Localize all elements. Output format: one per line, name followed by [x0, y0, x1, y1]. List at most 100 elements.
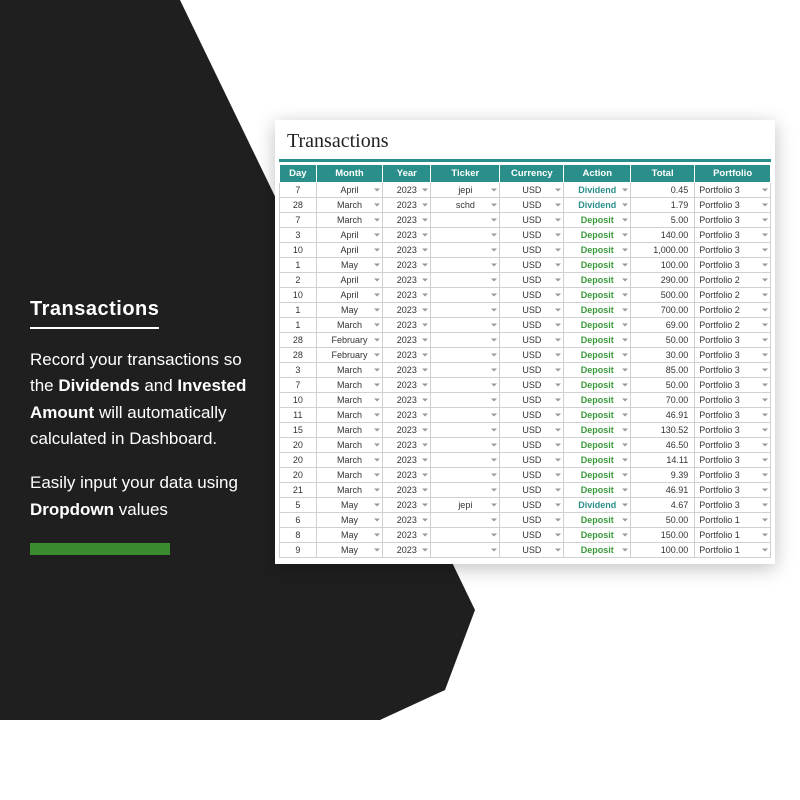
- cell-portfolio-dropdown[interactable]: Portfolio 3: [695, 483, 771, 498]
- cell-total[interactable]: 290.00: [631, 273, 695, 288]
- cell-month-dropdown[interactable]: March: [316, 363, 383, 378]
- cell-total[interactable]: 50.00: [631, 378, 695, 393]
- cell-ticker-dropdown[interactable]: [431, 348, 500, 363]
- cell-portfolio-dropdown[interactable]: Portfolio 3: [695, 228, 771, 243]
- cell-action-dropdown[interactable]: Deposit: [564, 258, 631, 273]
- cell-total[interactable]: 50.00: [631, 333, 695, 348]
- cell-ticker-dropdown[interactable]: [431, 483, 500, 498]
- cell-action-dropdown[interactable]: Deposit: [564, 318, 631, 333]
- cell-month-dropdown[interactable]: February: [316, 333, 383, 348]
- cell-day[interactable]: 10: [280, 243, 317, 258]
- cell-day[interactable]: 20: [280, 438, 317, 453]
- cell-currency-dropdown[interactable]: USD: [500, 543, 564, 558]
- cell-currency-dropdown[interactable]: USD: [500, 198, 564, 213]
- cell-ticker-dropdown[interactable]: schd: [431, 198, 500, 213]
- cell-ticker-dropdown[interactable]: [431, 468, 500, 483]
- cell-portfolio-dropdown[interactable]: Portfolio 3: [695, 408, 771, 423]
- cell-portfolio-dropdown[interactable]: Portfolio 3: [695, 438, 771, 453]
- cell-portfolio-dropdown[interactable]: Portfolio 3: [695, 213, 771, 228]
- col-month[interactable]: Month: [316, 165, 383, 183]
- cell-total[interactable]: 100.00: [631, 543, 695, 558]
- cell-portfolio-dropdown[interactable]: Portfolio 3: [695, 468, 771, 483]
- cell-total[interactable]: 140.00: [631, 228, 695, 243]
- cell-day[interactable]: 7: [280, 183, 317, 198]
- cell-year-dropdown[interactable]: 2023: [383, 423, 431, 438]
- cell-month-dropdown[interactable]: March: [316, 213, 383, 228]
- cell-total[interactable]: 9.39: [631, 468, 695, 483]
- cell-action-dropdown[interactable]: Deposit: [564, 303, 631, 318]
- cell-ticker-dropdown[interactable]: [431, 528, 500, 543]
- col-action[interactable]: Action: [564, 165, 631, 183]
- cell-action-dropdown[interactable]: Deposit: [564, 348, 631, 363]
- cell-portfolio-dropdown[interactable]: Portfolio 3: [695, 198, 771, 213]
- cell-month-dropdown[interactable]: April: [316, 273, 383, 288]
- cell-month-dropdown[interactable]: May: [316, 258, 383, 273]
- cell-portfolio-dropdown[interactable]: Portfolio 3: [695, 333, 771, 348]
- cell-action-dropdown[interactable]: Deposit: [564, 408, 631, 423]
- cell-currency-dropdown[interactable]: USD: [500, 513, 564, 528]
- cell-ticker-dropdown[interactable]: [431, 438, 500, 453]
- cell-year-dropdown[interactable]: 2023: [383, 288, 431, 303]
- cell-day[interactable]: 20: [280, 453, 317, 468]
- cell-month-dropdown[interactable]: February: [316, 348, 383, 363]
- cell-day[interactable]: 28: [280, 348, 317, 363]
- cell-currency-dropdown[interactable]: USD: [500, 393, 564, 408]
- cell-currency-dropdown[interactable]: USD: [500, 438, 564, 453]
- cell-day[interactable]: 3: [280, 228, 317, 243]
- cell-day[interactable]: 7: [280, 213, 317, 228]
- cell-currency-dropdown[interactable]: USD: [500, 453, 564, 468]
- cell-month-dropdown[interactable]: March: [316, 198, 383, 213]
- cell-year-dropdown[interactable]: 2023: [383, 498, 431, 513]
- cell-day[interactable]: 1: [280, 318, 317, 333]
- cell-day[interactable]: 1: [280, 303, 317, 318]
- cell-portfolio-dropdown[interactable]: Portfolio 3: [695, 348, 771, 363]
- cell-year-dropdown[interactable]: 2023: [383, 198, 431, 213]
- cell-total[interactable]: 85.00: [631, 363, 695, 378]
- cell-currency-dropdown[interactable]: USD: [500, 243, 564, 258]
- cell-year-dropdown[interactable]: 2023: [383, 333, 431, 348]
- cell-currency-dropdown[interactable]: USD: [500, 273, 564, 288]
- cell-action-dropdown[interactable]: Deposit: [564, 288, 631, 303]
- cell-month-dropdown[interactable]: March: [316, 378, 383, 393]
- cell-ticker-dropdown[interactable]: [431, 363, 500, 378]
- cell-year-dropdown[interactable]: 2023: [383, 513, 431, 528]
- cell-day[interactable]: 10: [280, 288, 317, 303]
- cell-action-dropdown[interactable]: Deposit: [564, 363, 631, 378]
- col-ticker[interactable]: Ticker: [431, 165, 500, 183]
- cell-year-dropdown[interactable]: 2023: [383, 183, 431, 198]
- cell-year-dropdown[interactable]: 2023: [383, 468, 431, 483]
- cell-month-dropdown[interactable]: March: [316, 483, 383, 498]
- cell-portfolio-dropdown[interactable]: Portfolio 2: [695, 288, 771, 303]
- cell-month-dropdown[interactable]: April: [316, 288, 383, 303]
- cell-portfolio-dropdown[interactable]: Portfolio 2: [695, 318, 771, 333]
- cell-month-dropdown[interactable]: May: [316, 513, 383, 528]
- cell-total[interactable]: 130.52: [631, 423, 695, 438]
- cell-ticker-dropdown[interactable]: [431, 513, 500, 528]
- cell-month-dropdown[interactable]: March: [316, 318, 383, 333]
- cell-day[interactable]: 5: [280, 498, 317, 513]
- cell-day[interactable]: 28: [280, 198, 317, 213]
- col-total[interactable]: Total: [631, 165, 695, 183]
- cell-day[interactable]: 6: [280, 513, 317, 528]
- cell-year-dropdown[interactable]: 2023: [383, 348, 431, 363]
- cell-day[interactable]: 28: [280, 333, 317, 348]
- col-day[interactable]: Day: [280, 165, 317, 183]
- cell-total[interactable]: 70.00: [631, 393, 695, 408]
- cell-day[interactable]: 9: [280, 543, 317, 558]
- cell-year-dropdown[interactable]: 2023: [383, 483, 431, 498]
- cell-portfolio-dropdown[interactable]: Portfolio 2: [695, 303, 771, 318]
- cell-total[interactable]: 4.67: [631, 498, 695, 513]
- cell-currency-dropdown[interactable]: USD: [500, 363, 564, 378]
- cell-day[interactable]: 11: [280, 408, 317, 423]
- cell-currency-dropdown[interactable]: USD: [500, 258, 564, 273]
- cell-currency-dropdown[interactable]: USD: [500, 348, 564, 363]
- cell-action-dropdown[interactable]: Deposit: [564, 393, 631, 408]
- cell-portfolio-dropdown[interactable]: Portfolio 3: [695, 258, 771, 273]
- cell-portfolio-dropdown[interactable]: Portfolio 3: [695, 453, 771, 468]
- cell-ticker-dropdown[interactable]: [431, 213, 500, 228]
- cell-action-dropdown[interactable]: Deposit: [564, 333, 631, 348]
- cell-action-dropdown[interactable]: Dividend: [564, 498, 631, 513]
- cell-year-dropdown[interactable]: 2023: [383, 228, 431, 243]
- cell-action-dropdown[interactable]: Deposit: [564, 528, 631, 543]
- cell-year-dropdown[interactable]: 2023: [383, 543, 431, 558]
